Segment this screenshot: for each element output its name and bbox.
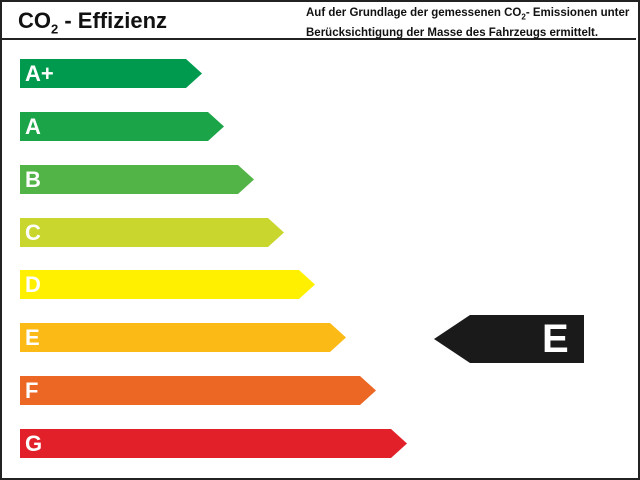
class-bar-e: E (20, 323, 346, 352)
header-note: Auf der Grundlage der gemessenen CO2- Em… (306, 7, 630, 40)
class-label: D (25, 272, 41, 297)
class-bar-g: G (20, 429, 407, 458)
class-bar-c: C (20, 218, 284, 247)
bar-arrow (20, 429, 407, 458)
indicator-arrow (434, 315, 584, 363)
class-label: E (25, 325, 40, 350)
class-bar-f: F (20, 376, 376, 405)
class-label: G (25, 431, 43, 456)
class-bar-b: B (20, 165, 254, 194)
bar-arrow (20, 376, 376, 405)
bar-arrow (20, 270, 315, 299)
indicator-label: E (542, 317, 569, 361)
class-label: A+ (25, 61, 54, 86)
class-bar-a: A (20, 112, 224, 141)
bar-arrow (20, 323, 346, 352)
header: CO2 - Effizienz Auf der Grundlage der ge… (0, 0, 636, 40)
bar-arrow (20, 112, 224, 141)
bar-arrow (20, 165, 254, 194)
class-bar-aplus: A+ (20, 59, 202, 88)
bar-arrow (20, 59, 202, 88)
class-bar-d: D (20, 270, 315, 299)
current-class-indicator: E (434, 315, 584, 363)
page-title: CO2 - Effizienz (18, 8, 168, 37)
class-label: B (25, 167, 41, 192)
class-label: F (25, 378, 39, 403)
class-label: C (25, 220, 41, 245)
bar-arrow (20, 218, 284, 247)
class-label: A (25, 114, 41, 139)
